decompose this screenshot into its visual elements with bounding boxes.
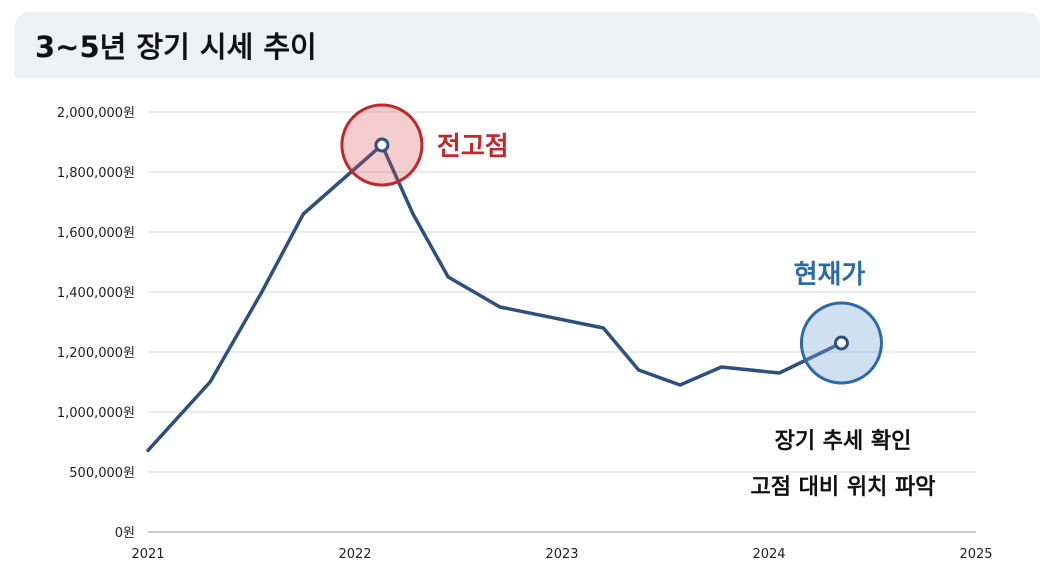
peak-label: 전고점 [437,132,509,162]
series-line [146,143,844,453]
current-point [833,335,849,351]
x-tick-label: 2025 [959,547,992,562]
x-tick-label: 2024 [752,547,785,562]
y-tick-label: 0원 [115,526,135,541]
peak-point [374,137,390,153]
series-group [146,143,844,453]
y-tick-label: 1,800,000원 [57,166,135,181]
y-tick-label: 500,000원 [69,466,135,481]
x-tick-label: 2023 [545,547,578,562]
grid-lines [148,111,976,533]
y-tick-label: 1,000,000원 [57,406,135,421]
x-tick-label: 2022 [338,547,371,562]
chart-title: 3~5년 장기 시세 추이 [35,30,317,64]
current-label: 현재가 [794,260,866,290]
title-bar: 3~5년 장기 시세 추이 [15,12,1040,78]
x-axis-ticks: 2021 2022 2023 2024 2025 [131,547,992,562]
note-line: 장기 추세 확인 [775,429,912,454]
y-axis-ticks: 0원 500,000원 1,000,000원 1,200,000원 1,400,000원… [57,106,135,541]
note-line: 고점 대비 위치 파악 [751,475,936,500]
x-tick-label: 2021 [131,547,164,562]
y-tick-label: 2,000,000원 [57,106,135,121]
y-tick-label: 1,400,000원 [57,286,135,301]
y-tick-label: 1,600,000원 [57,226,135,241]
y-tick-label: 1,200,000원 [57,346,135,361]
